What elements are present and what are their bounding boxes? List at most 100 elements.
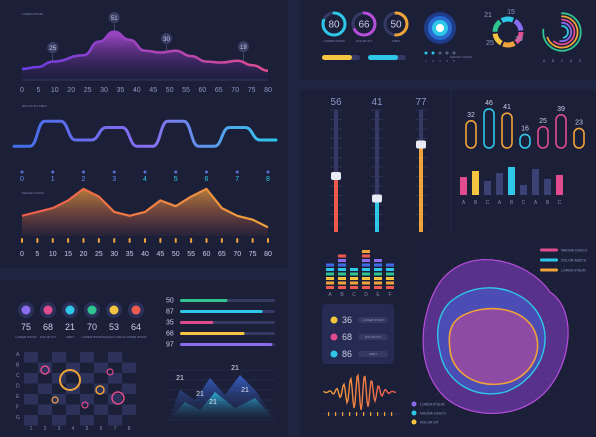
backdrop-dot [571, 385, 573, 387]
target-dot [445, 51, 449, 55]
wave3-tick-label: 50 [172, 251, 180, 258]
grid-row-label: G [16, 415, 20, 421]
donut-arc [321, 11, 347, 37]
wave3-tick-label: 70 [233, 251, 241, 258]
backdrop-dot [563, 385, 565, 387]
mountain-front [168, 392, 275, 420]
wave1-tick-label: 30 [100, 87, 108, 94]
radial-label: A [543, 59, 546, 63]
backdrop-dot [571, 361, 573, 363]
backdrop-dot [563, 281, 565, 283]
grid-cell [80, 373, 94, 384]
grid-cell [94, 404, 108, 415]
stat-circle-dot [131, 305, 141, 315]
wave3-tick-label: 30 [110, 251, 118, 258]
wave2-caption: DOLOR SIT AMET [22, 104, 48, 108]
backdrop-dot [467, 425, 469, 427]
backdrop-dot [587, 273, 589, 275]
backdrop-dot [539, 409, 541, 411]
backdrop-dot [499, 249, 501, 251]
sound-axis-tick [363, 412, 365, 416]
backdrop-dot [579, 249, 581, 251]
backdrop-dot [523, 425, 525, 427]
backdrop-dot [579, 369, 581, 371]
wave3-tick-mark [82, 238, 85, 243]
wave3-tick-label: 55 [187, 251, 195, 258]
item-dot [330, 316, 338, 324]
capsule-label: 46 [485, 100, 493, 107]
wave2-tick-label: 8 [266, 176, 270, 183]
backdrop-dot [587, 257, 589, 259]
backdrop-dot [491, 425, 493, 427]
wave1-tick-label: 60 [199, 87, 207, 94]
ring-segment [492, 16, 524, 48]
legend2-dot [411, 410, 417, 416]
grid-cell [80, 394, 94, 405]
hbar-value: 68 [166, 331, 174, 338]
backdrop-dot [443, 273, 445, 275]
wave1-tick-label: 80 [264, 87, 272, 94]
hbar-value: 50 [166, 298, 174, 305]
wave3-tick-label: 35 [126, 251, 134, 258]
eq-segment [350, 277, 358, 280]
backdrop-dot [435, 409, 437, 411]
small-bar-label: C [558, 200, 562, 206]
backdrop-dot [499, 425, 501, 427]
backdrop-dot [587, 345, 589, 347]
wave1-line [21, 30, 269, 72]
ring-value: 21 [484, 12, 492, 19]
ring-value: 15 [507, 9, 515, 16]
grid-cell [80, 352, 94, 363]
stat-caption: LOREM IPSUM [81, 335, 103, 339]
backdrop-dot [419, 385, 421, 387]
grid-col-label: 6 [100, 426, 103, 432]
wave2-tick-label: 4 [143, 176, 147, 183]
eq-segment [326, 272, 334, 276]
wave1-peak-label: 30 [163, 37, 170, 43]
hbar-value: 35 [166, 320, 174, 327]
legend2-label: MAGNA CASCO [420, 412, 446, 416]
backdrop-dot [419, 289, 421, 291]
backdrop-dot [547, 257, 549, 259]
grid-cell [108, 373, 122, 384]
donuts-svg: 80 LOREM IPSUM 66 DOLOR SIT 50 AMET 1 2 3 4 5 21 15 2… [321, 9, 582, 63]
stat-circle-dot [109, 305, 119, 315]
backdrop-dot [587, 353, 589, 355]
wave1-caption: LOREM IPSUM [22, 12, 44, 16]
item-dot [330, 333, 338, 341]
eq-segment [350, 272, 358, 276]
backdrop-dot [587, 241, 589, 243]
backdrop-dot [587, 425, 589, 427]
eq-segment [362, 272, 370, 276]
backdrop-dot [507, 257, 509, 259]
backdrop-dot [531, 249, 533, 251]
backdrop-dot [451, 417, 453, 419]
wave3-tick-mark [128, 238, 131, 243]
backdrop-dot [459, 417, 461, 419]
backdrop-dot [459, 257, 461, 259]
small-bar [508, 167, 515, 195]
wave1-peak-label: 19 [240, 45, 247, 51]
backdrop-dot [491, 417, 493, 419]
grid-cell [108, 415, 122, 426]
backdrop-dot [499, 241, 501, 243]
backdrop-dot [563, 425, 565, 427]
wave1-tick-label: 35 [117, 87, 125, 94]
backdrop-dot [587, 321, 589, 323]
eq-segment [326, 263, 334, 267]
backdrop-dot [459, 249, 461, 251]
backdrop-dot [419, 265, 421, 267]
backdrop-dot [579, 281, 581, 283]
eq-segment [362, 254, 370, 258]
backdrop-dot [547, 281, 549, 283]
slider-knob [372, 194, 382, 203]
backdrop-dot [419, 409, 421, 411]
backdrop-dot [539, 257, 541, 259]
backdrop-dot [587, 281, 589, 283]
donut-value: 50 [390, 20, 402, 31]
wave2-line [12, 119, 278, 148]
mountain-label: 21 [231, 365, 239, 372]
bottom-right-svg: A B C D E F 36 LOREM IPSUM 68 DOLOR SIT 86 AMET MAGN… [322, 241, 589, 435]
backdrop-dot [427, 273, 429, 275]
backdrop-dot [435, 281, 437, 283]
